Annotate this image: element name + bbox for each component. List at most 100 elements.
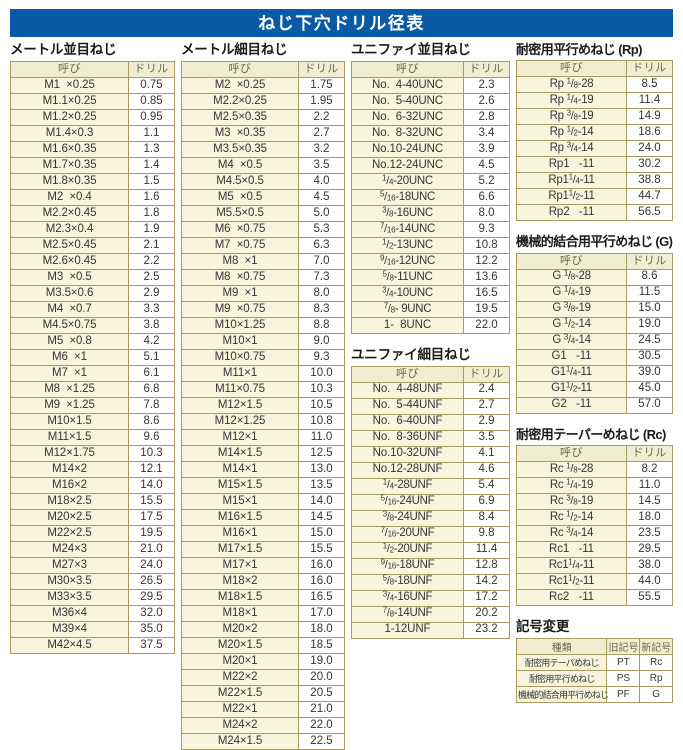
drill-diameter-cell: 2.9	[128, 284, 175, 302]
table-row: No. 5-40UNC 2.6	[351, 92, 510, 110]
designation-cell: M1.8×0.35	[10, 172, 129, 190]
drill-diameter-cell: 13.6	[463, 268, 510, 286]
drill-diameter-cell: 2.7	[463, 397, 510, 415]
designation-cell: M2.2×0.25	[181, 92, 299, 110]
column-header-1: ドリル	[626, 252, 673, 270]
drill-diameter-cell: 8.0	[298, 284, 345, 302]
drill-diameter-cell: 18.0	[626, 508, 673, 526]
designation-cell: G1 -11	[516, 348, 627, 366]
column-header-0: 呼び	[10, 60, 129, 78]
designation-cell: M14×2	[10, 460, 129, 478]
table-row: 1/4-20UNC 5.2	[351, 172, 510, 190]
designation-cell: M12×1.25	[181, 412, 299, 430]
table-row: M12×1 11.0	[181, 428, 345, 446]
designation-cell: M4.5×0.5	[181, 172, 299, 190]
drill-diameter-cell: 8.0	[463, 204, 510, 222]
designation-cell: M18×2	[181, 572, 299, 590]
table-row: No. 5-44UNF 2.7	[351, 397, 510, 415]
designation-cell: Rp1 -11	[516, 156, 627, 174]
drill-diameter-cell: 24.0	[626, 140, 673, 158]
table-row: M12×1.75 10.3	[10, 444, 175, 462]
table-row: M10×0.75 9.3	[181, 348, 345, 366]
drill-diameter-cell: 11.0	[298, 428, 345, 446]
table-row: 耐密用平行めねじ PS Rp	[515, 669, 673, 687]
drill-diameter-cell: 5.1	[128, 348, 175, 366]
section-title-symbol-change: 記号変更	[516, 618, 570, 634]
drill-diameter-cell: 12.1	[128, 460, 175, 478]
designation-cell: M30×3.5	[10, 572, 129, 590]
drill-diameter-cell: 18.5	[298, 636, 345, 654]
drill-diameter-cell: 3.2	[298, 140, 345, 158]
old-symbol-cell: PT	[606, 653, 641, 671]
drill-diameter-cell: 7.0	[298, 252, 345, 270]
designation-cell: M2 ×0.25	[181, 76, 299, 94]
drill-diameter-cell: 15.5	[298, 540, 345, 558]
designation-cell: 7/16-20UNF	[351, 525, 464, 543]
drill-diameter-cell: 6.3	[298, 236, 345, 254]
designation-cell: Rc 3/4-14	[516, 524, 627, 542]
table-row: M3.5×0.35 3.2	[181, 140, 345, 158]
designation-cell: Rp 1/2-14	[516, 124, 627, 142]
designation-cell: 5/8-11UNC	[351, 268, 464, 286]
section-title-pipe-rc: 耐密用テーパーめねじ (Rc)	[516, 426, 666, 442]
drill-diameter-cell: 3.4	[463, 124, 510, 142]
designation-cell: M10×1	[181, 332, 299, 350]
column-header-1: ドリル	[626, 60, 673, 78]
table-row: No. 8-36UNF 3.5	[351, 429, 510, 447]
designation-cell: No. 5-44UNF	[351, 397, 464, 415]
drill-diameter-cell: 24.0	[128, 556, 175, 574]
designation-cell: M4 ×0.7	[10, 300, 129, 318]
designation-cell: M8 ×1.25	[10, 380, 129, 398]
designation-cell: M16×1.5	[181, 508, 299, 526]
table-row: M5 ×0.8 4.2	[10, 332, 175, 350]
table-row: M17×1.5 15.5	[181, 540, 345, 558]
drill-diameter-cell: 10.8	[298, 412, 345, 430]
drill-diameter-cell: 18.0	[298, 620, 345, 638]
table-row: 5/16-18UNC 6.6	[351, 188, 510, 206]
table-row: Rp1 -11 30.2	[516, 156, 673, 174]
drill-diameter-cell: 8.4	[463, 509, 510, 527]
old-symbol-cell: PS	[606, 669, 641, 687]
table-row: Rp2 -11 56.5	[516, 204, 673, 222]
designation-cell: G 1/4-19	[516, 284, 627, 302]
table-row: M33×3.5 29.5	[10, 588, 175, 606]
table-row: M2.5×0.45 2.1	[10, 236, 175, 254]
designation-cell: Rc2 -11	[516, 588, 627, 606]
drill-diameter-cell: 2.2	[128, 252, 175, 270]
drill-diameter-cell: 2.1	[128, 236, 175, 254]
table-row: M22×1.5 20.5	[181, 684, 345, 702]
drill-diameter-cell: 5.3	[298, 220, 345, 238]
column-header-0: 呼び	[351, 365, 464, 383]
table-row: Rc 3/8-19 14.5	[516, 492, 673, 510]
drill-diameter-cell: 8.5	[626, 76, 673, 94]
drill-diameter-cell: 1.5	[128, 172, 175, 190]
designation-cell: No. 6-40UNF	[351, 413, 464, 431]
table-row: M1.6×0.35 1.3	[10, 140, 175, 158]
designation-cell: M24×2	[181, 716, 299, 734]
designation-cell: M4 ×0.5	[181, 156, 299, 174]
designation-cell: M6 ×0.75	[181, 220, 299, 238]
table-row: 9/16-12UNC 12.2	[351, 252, 510, 270]
table-row: No. 8-32UNC 3.4	[351, 124, 510, 142]
drill-diameter-cell: 1.1	[128, 124, 175, 142]
drill-diameter-cell: 15.5	[128, 492, 175, 510]
table-row: M39×4 35.0	[10, 620, 175, 638]
type-cell: 機械的結合用平行めねじ	[515, 685, 609, 703]
table-row: G11/4-11 39.0	[516, 364, 673, 382]
designation-cell: M5 ×0.5	[181, 188, 299, 206]
drill-diameter-cell: 16.0	[298, 572, 345, 590]
drill-diameter-cell: 2.7	[298, 124, 345, 142]
table-header-row: 呼び ドリル	[516, 60, 673, 78]
drill-diameter-cell: 5.4	[463, 477, 510, 495]
table-row: Rc 1/4-19 11.0	[516, 476, 673, 494]
table-row: M18×1.5 16.5	[181, 588, 345, 606]
table-row: 5/8-11UNC 13.6	[351, 268, 510, 286]
drill-diameter-cell: 4.6	[463, 461, 510, 479]
designation-cell: M3.5×0.6	[10, 284, 129, 302]
designation-cell: 5/16-18UNC	[351, 188, 464, 206]
designation-cell: M5 ×0.8	[10, 332, 129, 350]
section-title-unified-fine: ユニファイ細目ねじ	[351, 346, 471, 362]
designation-cell: No. 5-40UNC	[351, 92, 464, 110]
table-row: 5/16-24UNF 6.9	[351, 493, 510, 511]
designation-cell: No.10-24UNC	[351, 140, 464, 158]
